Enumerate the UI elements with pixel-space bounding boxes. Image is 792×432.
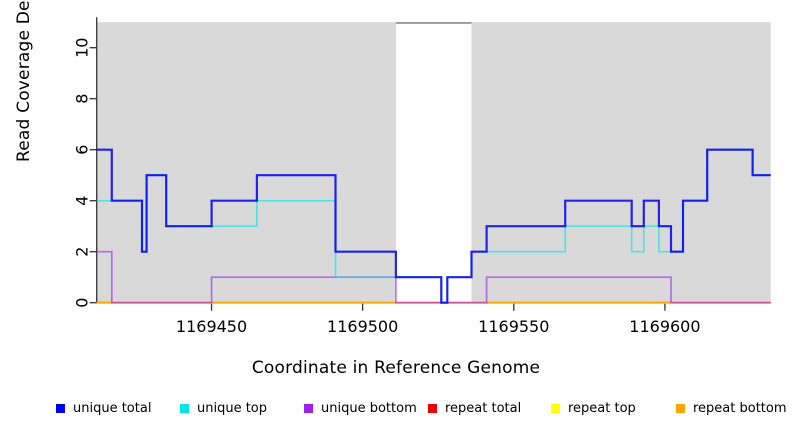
y-axis: 0 2 4 6 8 10 [73,17,98,308]
series-line-unique-bottom [96,250,771,304]
y-tick-label: 10 [73,38,92,58]
legend-swatch-unique-total [56,404,65,413]
legend-label: repeat bottom [693,401,787,416]
x-tick-label: 1169600 [629,317,700,336]
x-axis-title: Coordinate in Reference Genome [251,358,541,378]
legend-label: unique bottom [321,401,417,416]
legend-item-unique-bottom: unique bottom [304,401,417,416]
legend-item-repeat-total: repeat total [428,401,521,416]
legend-swatch-repeat-total [428,404,437,413]
x-tick-label: 1169550 [478,317,549,336]
legend-item-unique-total: unique total [56,401,151,416]
legend-swatch-repeat-bottom [676,404,685,413]
x-tick-label: 1169450 [176,317,247,336]
plot-background [96,22,771,303]
legend-swatch-repeat-top [551,404,560,413]
series-lines [96,148,771,304]
legend-label: repeat total [445,401,522,416]
x-axis: 1169450 1169500 1169550 1169600 [176,303,701,336]
legend-item-repeat-top: repeat top [551,401,636,416]
legend-swatch-unique-bottom [304,404,313,413]
x-tick-label: 1169500 [327,317,398,336]
y-tick-label: 0 [73,298,92,308]
y-tick-label: 4 [73,196,92,206]
y-tick-label: 2 [73,247,92,257]
covered-region [471,22,771,303]
legend-label: unique total [73,401,152,416]
legend-swatch-unique-top [180,404,189,413]
legend-item-unique-top: unique top [180,401,267,416]
covered-region [96,22,396,303]
legend-label: unique top [197,401,268,416]
y-tick-label: 6 [73,145,92,155]
y-tick-label: 8 [73,94,92,104]
uncovered-gap-region [395,22,472,303]
series-line-unique-total [96,148,771,304]
legend-item-repeat-bottom: repeat bottom [676,401,787,416]
legend-label: repeat top [568,401,636,416]
